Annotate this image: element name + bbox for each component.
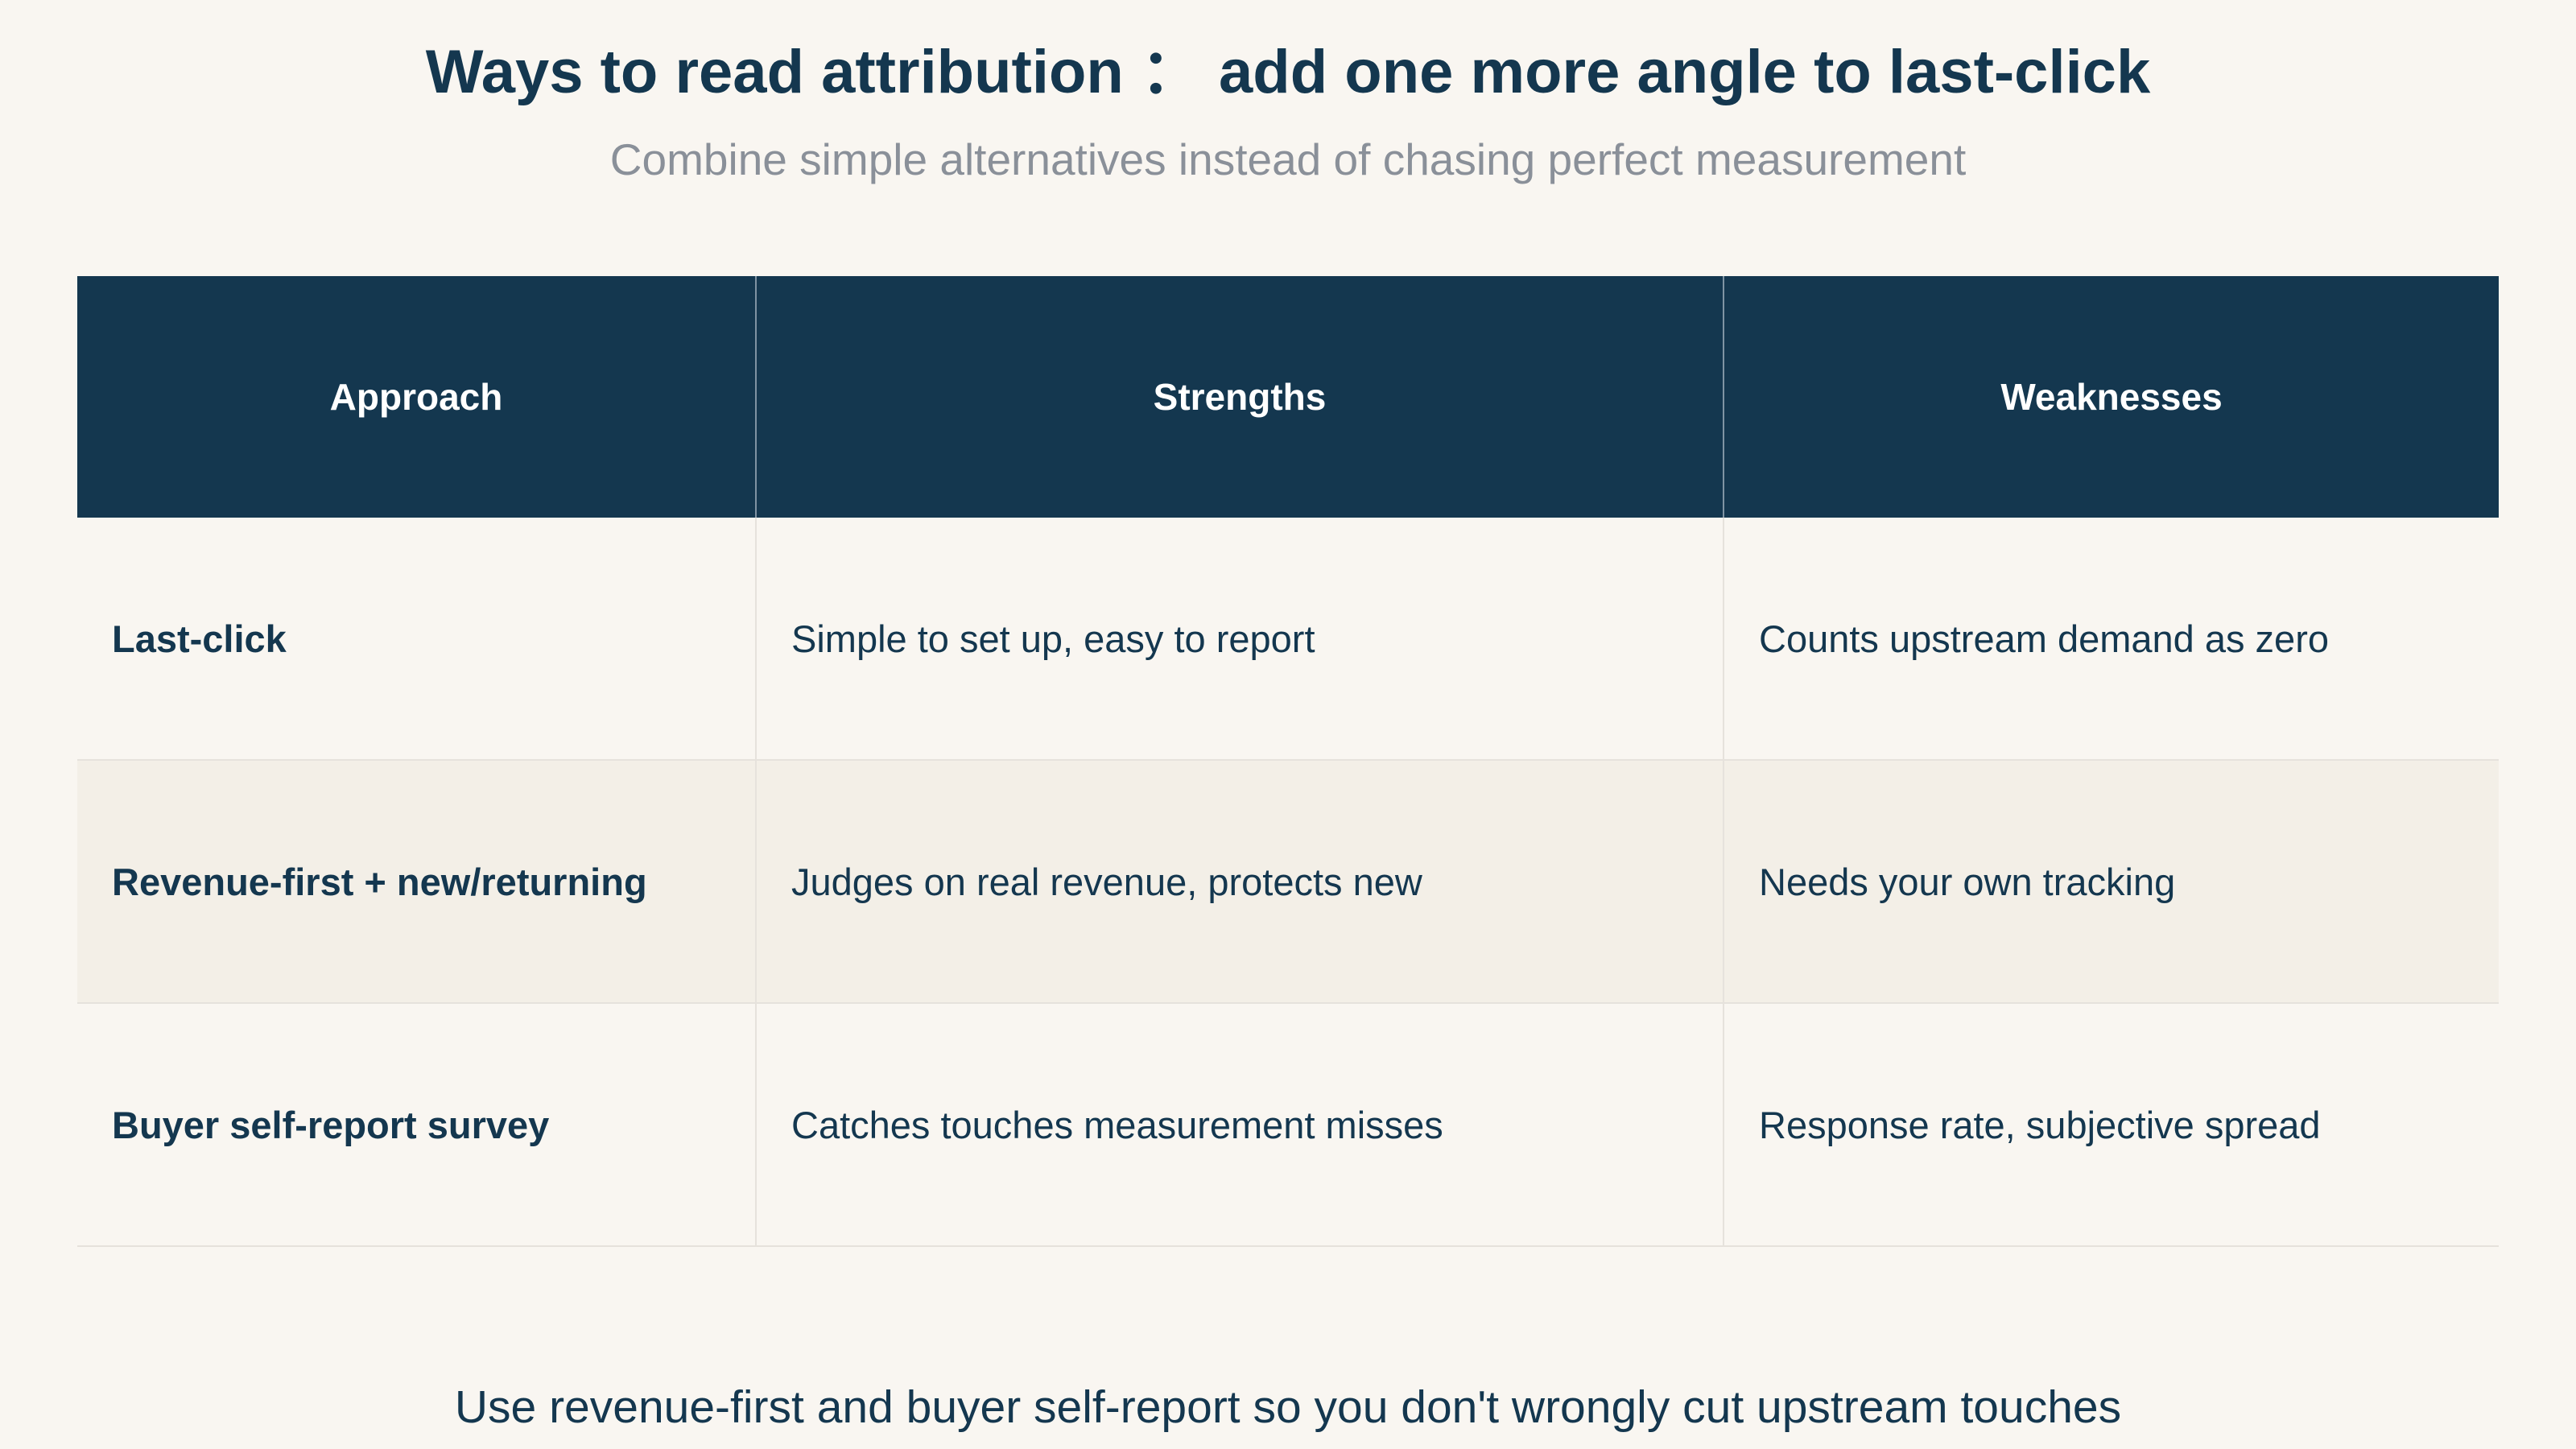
column-header: Weaknesses xyxy=(1723,276,2499,518)
footer-note: Use revenue-first and buyer self-report … xyxy=(454,1381,2122,1433)
table-row: Buyer self-report survey Catches touches … xyxy=(77,1003,2499,1247)
comparison-table: Approach Strengths Weaknesses Last-click Si… xyxy=(77,276,2499,1247)
table-body: Last-click Simple to set up, easy to repo… xyxy=(77,518,2499,1247)
table-row: Revenue-first + new/returning Judges on r… xyxy=(77,760,2499,1004)
table-cell: Buyer self-report survey xyxy=(77,1003,756,1247)
header-row: Approach Strengths Weaknesses xyxy=(77,276,2499,518)
subtitle: Combine simple alternatives instead of c… xyxy=(609,134,1967,184)
table-cell: Last-click xyxy=(77,518,756,761)
table-cell: Response rate, subjective spread xyxy=(1723,1003,2499,1247)
table-cell: Needs your own tracking xyxy=(1723,760,2499,1004)
table-cell: Catches touches measurement misses xyxy=(755,1003,1724,1247)
table-cell: Counts upstream demand as zero xyxy=(1723,518,2499,761)
title: Ways to read attribution ： add one more … xyxy=(425,38,2151,106)
table-row: Last-click Simple to set up, easy to repo… xyxy=(77,518,2499,761)
column-header: Approach xyxy=(77,276,756,518)
table-cell: Judges on real revenue, protects new xyxy=(755,760,1724,1004)
table-cell: Revenue-first + new/returning xyxy=(77,760,756,1004)
column-header: Strengths xyxy=(755,276,1724,518)
table-cell: Simple to set up, easy to report xyxy=(755,518,1724,761)
